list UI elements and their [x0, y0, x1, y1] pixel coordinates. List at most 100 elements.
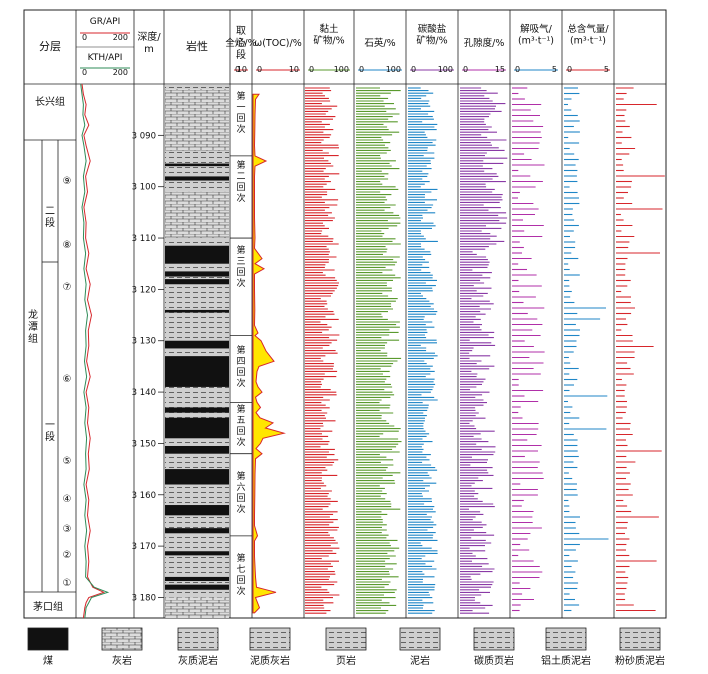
track-header-2: 矿物/% — [313, 35, 344, 47]
limestone-interval — [165, 89, 229, 151]
track-min-7: 0 — [567, 65, 572, 74]
coring-section-5: 回 — [236, 426, 245, 437]
formation-header: 分层 — [39, 40, 61, 53]
coring-section-4: 次 — [236, 377, 245, 389]
coal-bed — [165, 584, 229, 590]
coring-section-7: 回 — [236, 575, 245, 586]
depth-tick-label: 3 140 — [132, 388, 156, 398]
legend-swatch-coal — [27, 627, 69, 651]
formation-maokou: 茅口组 — [33, 600, 63, 613]
layer-number: ③ — [63, 524, 72, 535]
coal-bed — [165, 356, 229, 387]
layer-number: ⑦ — [63, 282, 72, 293]
legend-swatch-silty — [619, 627, 661, 651]
coring-section-5: 次 — [236, 436, 245, 448]
depth-tick-label: 3 100 — [132, 183, 156, 193]
coring-section-3: 第 — [236, 244, 245, 256]
coal-bed — [165, 469, 229, 485]
coal-bed — [165, 576, 229, 582]
coring-section-7: 第 — [236, 552, 245, 564]
track-header-4: 碳酸盐 — [418, 23, 447, 35]
track-max-0: 10 — [237, 65, 247, 74]
coring-section-5: 五 — [236, 416, 245, 426]
layer-number: ⑥ — [63, 374, 72, 385]
legend-swatch-calc-mud — [177, 627, 219, 651]
coring-section-2: 第 — [236, 159, 245, 171]
depth-tick-label: 3 160 — [132, 491, 156, 501]
coring-section-2: 二 — [236, 172, 245, 182]
depth-tick-label: 3 150 — [132, 439, 156, 449]
kth-header: KTH/API — [88, 53, 123, 63]
track-header-7: (m³·t⁻¹) — [570, 36, 606, 47]
coal-bed — [165, 505, 229, 516]
coal-bed — [165, 340, 229, 349]
track-min-1: 0 — [257, 65, 262, 74]
coring-section-1: 次 — [236, 123, 245, 135]
coring-section-7: 七 — [236, 564, 245, 575]
gr-curve — [81, 83, 106, 619]
formation-longtan: 潭 — [28, 321, 38, 333]
legend-label: 粉砂质泥岩 — [615, 654, 665, 667]
layer-number: ① — [63, 578, 72, 589]
legend-label: 泥质灰岩 — [250, 654, 290, 667]
depth-tick-label: 3 090 — [132, 131, 156, 141]
legend-swatch-mudstone — [399, 627, 441, 651]
track-header-4: 矿物/% — [416, 35, 447, 47]
coal-bed — [165, 445, 229, 454]
gr-max: 200 — [113, 33, 128, 42]
track-max-4: 100 — [438, 65, 453, 74]
formation-longtan: 龙 — [28, 308, 38, 321]
legend-label: 碳质页岩 — [474, 654, 514, 667]
coal-bed — [165, 417, 229, 439]
track-min-5: 0 — [463, 65, 468, 74]
legend-label: 页岩 — [336, 654, 356, 667]
kth-max: 200 — [113, 68, 128, 77]
gr-header: GR/API — [90, 17, 121, 27]
coal-bed — [165, 176, 229, 181]
member-1: 段 — [45, 430, 55, 443]
track-header-2: 黏土 — [319, 23, 339, 35]
coal-bed — [165, 309, 229, 313]
coring-section-7: 次 — [236, 585, 245, 597]
track-header-1: ω(TOC)/% — [254, 38, 302, 49]
layer-number: ⑧ — [63, 240, 72, 251]
track-min-4: 0 — [411, 65, 416, 74]
layer-number: ② — [63, 550, 72, 561]
depth-tick-label: 3 170 — [132, 542, 156, 552]
coring-section-2: 次 — [236, 192, 245, 204]
coring-section-1: 一 — [236, 103, 245, 113]
track-max-1: 10 — [289, 65, 299, 74]
lithology-header: 岩性 — [186, 39, 208, 53]
coal-bed — [165, 271, 229, 277]
legend-label: 铝土质泥岩 — [541, 654, 591, 667]
member-1: 一 — [45, 420, 55, 431]
track-header-3: 石英/% — [364, 37, 395, 49]
coring-section-1: 回 — [236, 113, 245, 124]
coal-bed — [165, 163, 229, 167]
coring-section-6: 回 — [236, 493, 245, 504]
legend-label: 煤 — [43, 654, 53, 667]
depth-header: m — [144, 44, 154, 55]
coring-section-3: 回 — [236, 267, 245, 278]
legend-swatch-carb-shale — [473, 627, 515, 651]
track-max-6: 5 — [552, 65, 557, 74]
limestone-interval — [165, 597, 229, 618]
formation-longtan: 组 — [28, 332, 38, 345]
formation-changxing: 长兴组 — [35, 95, 65, 108]
depth-tick-label: 3 120 — [132, 285, 156, 295]
depth-tick-label: 3 110 — [132, 234, 156, 244]
layer-number: ⑨ — [63, 176, 72, 187]
layer-number: ④ — [63, 494, 72, 505]
track-header-6: 解吸气/ — [520, 23, 553, 35]
member-2: 二 — [45, 206, 55, 217]
coring-header: 取 — [236, 25, 246, 37]
coring-section-4: 四 — [236, 357, 245, 367]
kth-curve — [80, 83, 110, 619]
gr-min: 0 — [82, 33, 87, 42]
track-header-6: (m³·t⁻¹) — [518, 36, 554, 47]
track-max-2: 100 — [334, 65, 349, 74]
coring-section-4: 回 — [236, 367, 245, 378]
coring-header: 段 — [236, 48, 246, 61]
